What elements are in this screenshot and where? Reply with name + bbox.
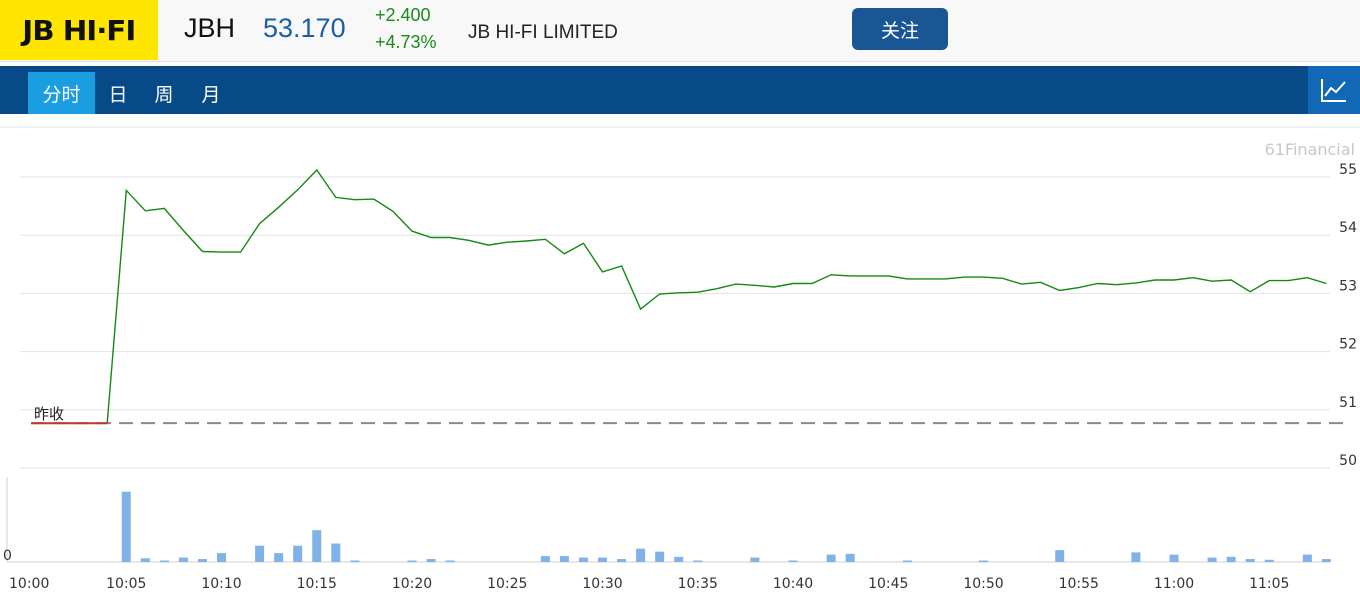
volume-bar: [1131, 552, 1141, 562]
volume-bar: [1321, 559, 1331, 562]
y-tick-label: 50: [1339, 453, 1357, 469]
volume-bar: [121, 491, 131, 562]
volume-bar: [1055, 550, 1065, 562]
last-price: 53.170: [263, 13, 346, 43]
volume-bar: [312, 530, 322, 562]
y-tick-label: 54: [1339, 220, 1357, 236]
volume-zero-label: 0: [3, 548, 12, 564]
volume-bar: [293, 545, 303, 562]
follow-button[interactable]: 关注: [852, 8, 948, 50]
volume-bar: [274, 553, 284, 562]
volume-bar: [350, 560, 360, 562]
company-name: JB HI-FI LIMITED: [468, 22, 618, 43]
volume-bar: [598, 557, 607, 562]
x-tick-label: 11:05: [1249, 576, 1289, 592]
volume-bar: [845, 553, 855, 562]
x-tick-label: 10:00: [9, 576, 49, 592]
watermark-text: 61Financial: [1265, 140, 1355, 159]
volume-bar: [693, 560, 703, 562]
volume-bar: [407, 560, 417, 562]
volume-bar: [540, 556, 550, 562]
volume-bar: [1245, 559, 1255, 562]
volume-bar: [578, 557, 588, 562]
y-tick-label: 55: [1339, 162, 1357, 178]
intraday-chart: 61Financial 55 54 53 52 51 50 昨收 0 10:00 10:05…: [0, 126, 1360, 592]
y-tick-label: 51: [1339, 395, 1357, 411]
volume-bar: [1226, 556, 1236, 562]
y-axis-ticks: 55 54 53 52 51 50: [1339, 162, 1357, 469]
volume-bar: [1302, 554, 1312, 562]
volume-bar: [674, 556, 684, 562]
x-tick-label: 10:40: [773, 576, 813, 592]
volume-bar: [979, 560, 988, 562]
x-tick-label: 11:00: [1154, 576, 1194, 592]
volume-bar: [331, 543, 341, 562]
grid-lines: [0, 126, 1360, 563]
volume-bar: [617, 559, 627, 562]
price-change-percent: +4.73%: [375, 32, 437, 52]
volume-bar: [217, 553, 226, 562]
price-line: [106, 168, 1327, 424]
x-tick-label: 10:20: [392, 576, 432, 592]
header-bar: JB HI·FI JBH 53.170 +2.400 +4.73% JB HI-…: [0, 0, 1360, 62]
volume-bar: [445, 560, 455, 562]
x-tick-label: 10:55: [1059, 576, 1099, 592]
volume-bar: [788, 560, 798, 562]
tab-weekly[interactable]: 周: [154, 83, 174, 106]
brand-logo: JB HI·FI: [0, 0, 158, 60]
volume-bar: [140, 558, 150, 562]
volume-bar: [426, 559, 436, 562]
volume-bar: [1169, 554, 1179, 562]
x-tick-label: 10:25: [487, 576, 527, 592]
x-tick-label: 10:10: [201, 576, 241, 592]
period-tab-bar: 分时 日 周 月: [0, 66, 1360, 114]
x-tick-label: 10:35: [678, 576, 718, 592]
x-tick-label: 10:45: [868, 576, 908, 592]
ticker-symbol: JBH: [184, 13, 236, 43]
volume-bar: [1207, 557, 1217, 562]
y-tick-label: 52: [1339, 337, 1357, 353]
line-chart-icon: [1321, 79, 1346, 102]
volume-bar: [255, 545, 265, 562]
volume-bar: [159, 560, 169, 562]
logo-text: JB HI·FI: [22, 13, 137, 47]
volume-bar: [750, 557, 760, 562]
prev-close-label: 昨收: [34, 405, 64, 423]
volume-bar: [826, 554, 836, 562]
tab-daily[interactable]: 日: [108, 83, 128, 106]
x-tick-label: 10:30: [582, 576, 622, 592]
volume-bar: [178, 557, 188, 562]
y-tick-label: 53: [1339, 278, 1357, 294]
volume-bar: [1264, 559, 1274, 562]
chart-type-toggle[interactable]: [1308, 66, 1360, 114]
volume-bar: [197, 559, 207, 562]
volume-bar: [636, 548, 646, 562]
volume-bar: [559, 556, 569, 562]
x-axis-ticks: 10:00 10:05 10:10 10:15 10:20 10:25 10:30 10:35…: [9, 576, 1289, 592]
x-tick-label: 10:15: [297, 576, 337, 592]
x-tick-label: 10:50: [963, 576, 1003, 592]
volume-bar: [902, 560, 912, 562]
x-tick-label: 10:05: [106, 576, 146, 592]
tab-intraday[interactable]: 分时: [28, 72, 95, 114]
tab-monthly[interactable]: 月: [201, 83, 221, 106]
price-change: +2.400: [375, 5, 431, 25]
volume-bar: [655, 551, 665, 562]
volume-bars: [121, 491, 1331, 562]
